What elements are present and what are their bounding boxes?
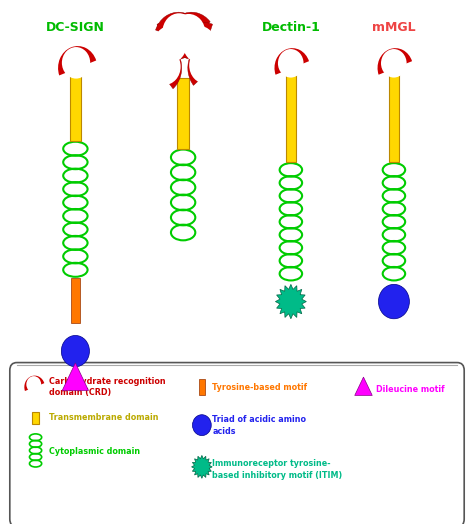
Wedge shape <box>167 12 210 44</box>
Circle shape <box>189 47 222 84</box>
Text: DC-SIGN: DC-SIGN <box>46 21 105 34</box>
Bar <box>70 71 81 141</box>
Wedge shape <box>180 23 212 59</box>
Text: Tyrosine-based motif: Tyrosine-based motif <box>212 383 307 392</box>
Text: Triad of acidic amino
acids: Triad of acidic amino acids <box>212 415 306 435</box>
Text: Carbohydrate recognition
domain (CRD): Carbohydrate recognition domain (CRD) <box>49 377 165 397</box>
Polygon shape <box>355 377 372 395</box>
Circle shape <box>172 14 205 51</box>
Bar <box>71 278 80 324</box>
Text: MR: MR <box>172 21 194 34</box>
Bar <box>32 412 39 424</box>
Text: Immunoreceptor tyrosine-
based inhibitory motif (ITIM): Immunoreceptor tyrosine- based inhibitor… <box>212 459 342 480</box>
Wedge shape <box>157 23 190 59</box>
Polygon shape <box>62 363 89 391</box>
Circle shape <box>163 13 196 50</box>
Bar <box>286 72 296 162</box>
Circle shape <box>154 26 187 63</box>
Text: Dectin-1: Dectin-1 <box>262 21 320 34</box>
Bar <box>199 379 205 395</box>
Circle shape <box>147 48 181 85</box>
Bar <box>177 79 189 149</box>
Circle shape <box>378 285 410 319</box>
Circle shape <box>278 49 303 77</box>
Wedge shape <box>24 376 44 391</box>
Circle shape <box>183 26 216 63</box>
Text: mMGL: mMGL <box>372 21 416 34</box>
Text: Cytoplasmic domain: Cytoplasmic domain <box>49 447 140 456</box>
Circle shape <box>381 49 407 77</box>
Bar <box>389 72 399 162</box>
Circle shape <box>27 376 41 393</box>
FancyBboxPatch shape <box>10 363 464 527</box>
Text: Dileucine motif: Dileucine motif <box>376 385 444 394</box>
Wedge shape <box>157 43 182 89</box>
Wedge shape <box>155 12 202 40</box>
Wedge shape <box>58 46 96 75</box>
Wedge shape <box>377 48 412 75</box>
Circle shape <box>192 415 211 436</box>
Wedge shape <box>274 48 309 75</box>
Circle shape <box>61 336 90 367</box>
Polygon shape <box>191 455 212 479</box>
Text: Transmembrane domain: Transmembrane domain <box>49 413 158 422</box>
Circle shape <box>62 47 90 79</box>
Wedge shape <box>188 41 212 85</box>
Polygon shape <box>275 285 306 319</box>
